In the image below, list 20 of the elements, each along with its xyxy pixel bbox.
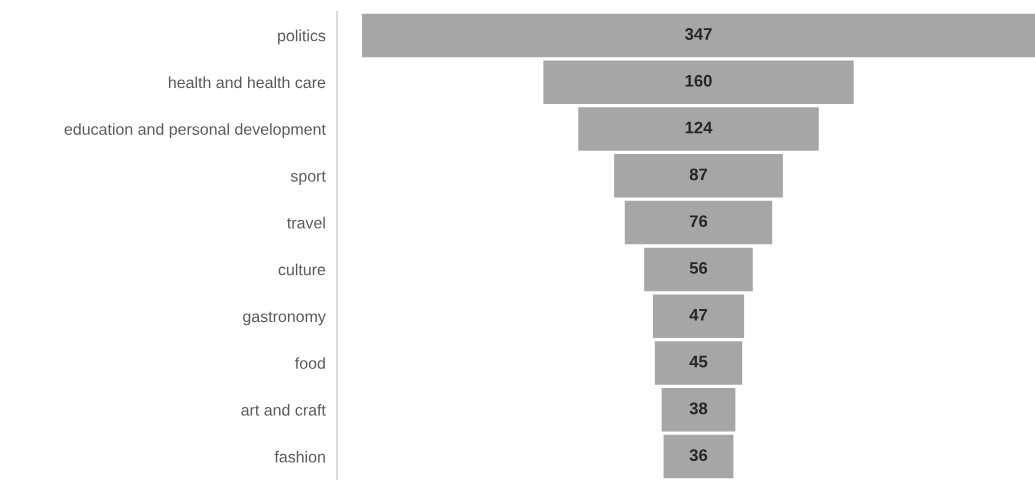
category-label: culture	[278, 263, 326, 276]
data-label: 38	[689, 402, 708, 415]
data-label: 87	[689, 168, 708, 181]
data-label: 56	[689, 262, 708, 274]
data-label: 160	[685, 74, 712, 87]
category-label: politics	[278, 29, 326, 45]
category-label: art and craft	[241, 404, 326, 416]
data-label: 347	[684, 28, 712, 40]
category-label: food	[295, 357, 325, 369]
data-label: 36	[689, 449, 708, 462]
data-label: 76	[689, 215, 708, 228]
category-label: education and personal development	[64, 123, 326, 139]
category-label: fashion	[274, 450, 325, 463]
category-label: health and health care	[168, 76, 326, 89]
category-label: gastronomy	[243, 311, 326, 326]
category-label: sport	[290, 171, 326, 185]
data-label: 47	[689, 309, 708, 321]
data-label: 124	[685, 121, 713, 134]
category-label: travel	[287, 216, 325, 229]
data-label: 45	[689, 355, 708, 368]
